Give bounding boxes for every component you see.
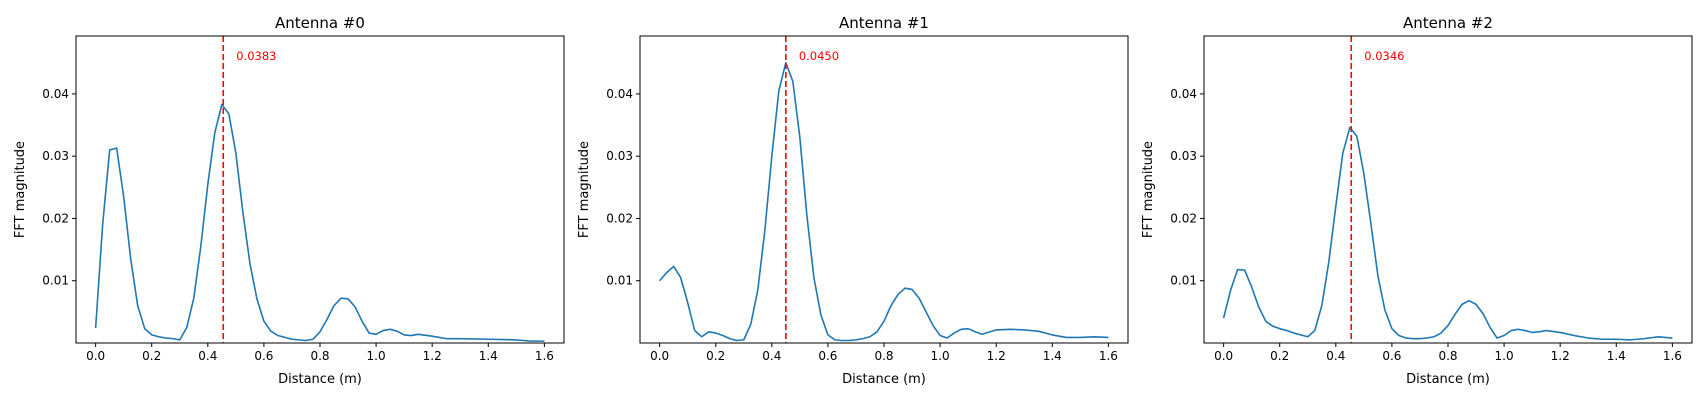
chart-panel-1: Antenna #1 0.0450 0.0 0.2 0.4 0.6 0.8 1.0 1.2 1.4…	[577, 14, 1129, 387]
x-tick-label: 0.6	[1382, 349, 1401, 363]
x-tick-label: 0.2	[142, 349, 161, 363]
x-tick-label: 0.2	[1270, 349, 1289, 363]
axes-frame	[639, 35, 1129, 344]
x-axis-label: Distance (m)	[278, 372, 362, 387]
x-tick-label: 0.6	[818, 349, 837, 363]
x-tick-label: 0.4	[198, 349, 217, 363]
x-tick-label: 0.8	[310, 349, 329, 363]
series-line	[1222, 126, 1673, 341]
x-tick-label: 0.4	[762, 349, 781, 363]
axes-frame	[1203, 35, 1693, 344]
x-tick-label: 0.0	[650, 349, 669, 363]
y-tick-label: 0.03	[606, 149, 633, 163]
y-tick-label: 0.04	[1170, 87, 1197, 101]
x-tick-label: 1.6	[1663, 349, 1682, 363]
y-tick-label: 0.02	[1170, 211, 1197, 225]
peak-marker-label: 0.0346	[1364, 49, 1404, 63]
x-tick-label: 1.4	[1043, 349, 1062, 363]
x-axis-label: Distance (m)	[1406, 372, 1490, 387]
y-tick-label: 0.03	[42, 149, 69, 163]
y-tick-label: 0.01	[606, 274, 633, 288]
x-tick-label: 1.0	[931, 349, 950, 363]
series-line	[659, 61, 1109, 342]
peak-marker-label: 0.0383	[236, 49, 276, 63]
x-tick-label: 0.4	[1326, 349, 1345, 363]
x-tick-label: 1.2	[987, 349, 1006, 363]
chart-title: Antenna #2	[1403, 14, 1493, 32]
x-tick-label: 0.0	[86, 349, 105, 363]
axes-frame	[75, 35, 565, 344]
peak-marker-label: 0.0450	[799, 49, 839, 63]
chart-title: Antenna #0	[275, 14, 365, 32]
x-axis-label: Distance (m)	[842, 372, 926, 387]
y-tick-label: 0.03	[1170, 149, 1197, 163]
x-tick-label: 1.4	[479, 349, 498, 363]
y-tick-label: 0.01	[42, 274, 69, 288]
x-tick-label: 0.8	[874, 349, 893, 363]
x-tick-label: 0.0	[1214, 349, 1233, 363]
chart-panel-2: Antenna #2 0.0346 0.0 0.2 0.4 0.6 0.8 1.0 1.2 1.4…	[1141, 14, 1693, 387]
x-tick-label: 1.0	[1495, 349, 1514, 363]
x-tick-label: 1.6	[535, 349, 554, 363]
x-tick-label: 0.8	[1438, 349, 1457, 363]
x-tick-label: 1.2	[423, 349, 442, 363]
y-axis-label: FFT magnitude	[13, 141, 28, 238]
series-line	[94, 103, 545, 342]
y-tick-label: 0.04	[42, 87, 69, 101]
y-tick-label: 0.02	[606, 211, 633, 225]
y-axis-label: FFT magnitude	[1141, 141, 1156, 238]
chart-title: Antenna #1	[839, 14, 929, 32]
y-tick-label: 0.04	[606, 87, 633, 101]
x-tick-label: 1.2	[1551, 349, 1570, 363]
y-tick-label: 0.02	[42, 211, 69, 225]
x-tick-label: 0.2	[706, 349, 725, 363]
x-tick-label: 1.6	[1099, 349, 1118, 363]
x-tick-label: 1.0	[367, 349, 386, 363]
x-tick-label: 0.6	[254, 349, 273, 363]
chart-panel-0: Antenna #0 0.0383 0.0 0.2 0.4 0.6 0.8 1.0 1.2 1.4…	[13, 14, 565, 387]
y-axis-label: FFT magnitude	[577, 141, 592, 238]
x-tick-label: 1.4	[1607, 349, 1626, 363]
y-tick-label: 0.01	[1170, 274, 1197, 288]
